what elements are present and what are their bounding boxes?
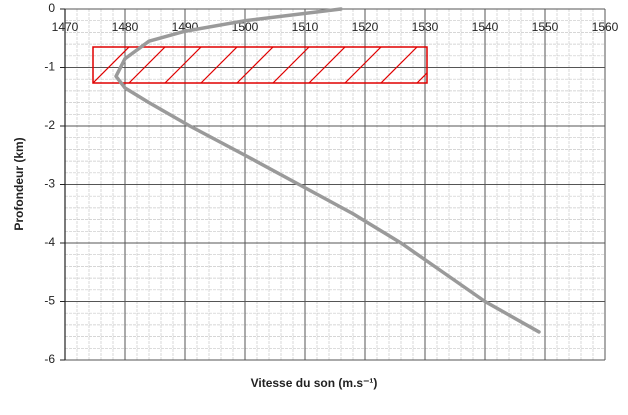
x-tick-label: 1520: [352, 20, 379, 34]
x-tick-label: 1530: [412, 20, 439, 34]
y-tick-label: -1: [44, 60, 55, 74]
x-tick-label: 1510: [292, 20, 319, 34]
y-tick-label: -3: [44, 177, 55, 191]
highlight-zone: [92, 46, 428, 84]
y-tick-label: -2: [44, 118, 55, 132]
x-tick-label: 1470: [52, 20, 79, 34]
y-axis-label: Profondeur (km): [12, 137, 26, 230]
y-tick-label: -6: [44, 352, 55, 366]
y-tick-label: -4: [44, 235, 55, 249]
sound-speed-line: [114, 7, 541, 334]
x-tick-label: 1550: [532, 20, 559, 34]
x-tick-label: 1540: [472, 20, 499, 34]
x-tick-label: 1560: [592, 20, 619, 34]
x-tick-label: 1500: [232, 20, 259, 34]
y-tick-label: 0: [48, 1, 55, 15]
y-tick-label: -5: [44, 294, 55, 308]
x-axis-label: Vitesse du son (m.s⁻¹): [251, 376, 378, 390]
x-tick-label: 1480: [112, 20, 139, 34]
